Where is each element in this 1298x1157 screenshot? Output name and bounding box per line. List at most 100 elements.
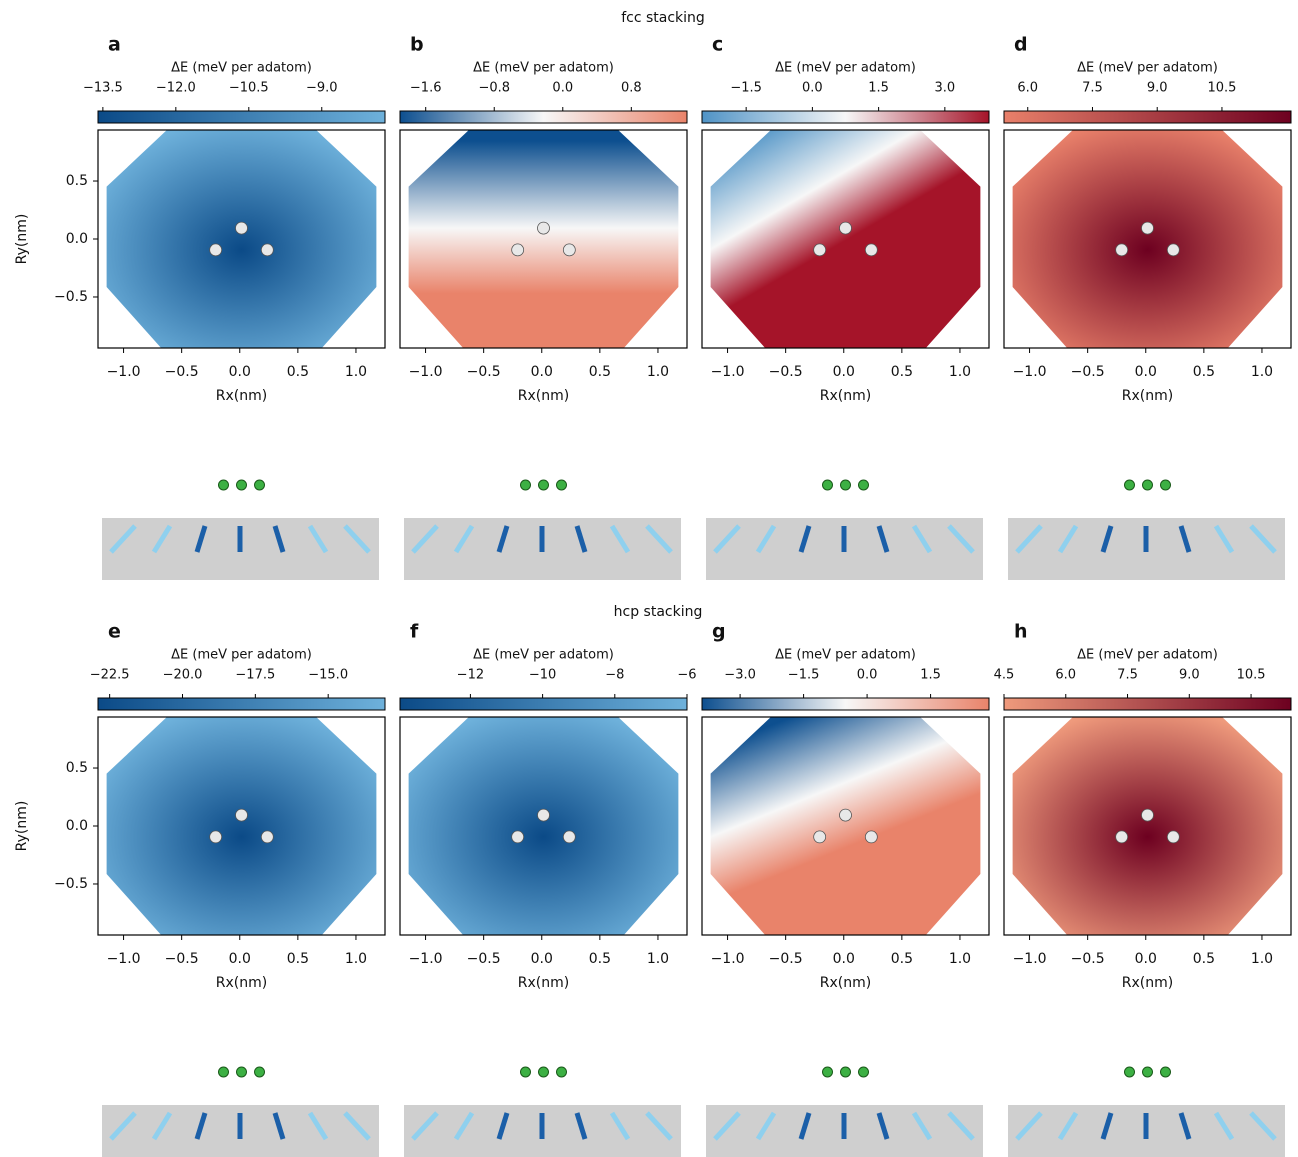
adatom [563,831,575,843]
colorbar-tick-label: −0.8 [478,81,510,96]
colorbar-label: ΔE (meV per adatom) [171,61,312,76]
x-tick-label: 1.0 [345,364,367,380]
colorbar-tick-label: 7.5 [1082,81,1103,96]
x-tick-label: 0.0 [1135,364,1157,380]
adatom [261,831,273,843]
adatom [236,809,248,821]
colorbar-tick-label: −3.0 [724,668,756,683]
x-tick-label: 0.0 [833,951,855,967]
adatom-side [237,1067,247,1077]
adatom [1167,244,1179,256]
colorbar [98,111,385,123]
x-tick-label: 0.5 [891,951,913,967]
colorbar-tick-label: 9.0 [1147,81,1168,96]
y-tick-label: 0.5 [66,173,88,189]
heatmap-area [711,717,981,935]
adatom [1167,831,1179,843]
x-axis-label: Rx(nm) [820,975,871,991]
colorbar-tick-label: 0.0 [552,81,573,96]
adatom-side [219,1067,229,1077]
adatom [1116,831,1128,843]
adatom-side [557,1067,567,1077]
adatom [538,809,550,821]
colorbar-tick-label: −12.0 [156,81,196,96]
colorbar-tick-label: 1.5 [868,81,889,96]
adatom-side [539,480,549,490]
heatmap-area [409,130,679,348]
x-tick-label: −0.5 [467,364,501,380]
adatom-side [237,480,247,490]
adatom [814,831,826,843]
colorbar-tick-label: −13.5 [83,81,123,96]
colorbar-tick-label: −8 [605,668,624,683]
x-axis-label: Rx(nm) [1122,975,1173,991]
adatom-side [1161,1067,1171,1077]
adatom-side [1125,480,1135,490]
x-axis-label: Rx(nm) [518,975,569,991]
x-tick-label: 1.0 [949,951,971,967]
x-tick-label: 1.0 [647,951,669,967]
colorbar-tick-label: 6.0 [1055,668,1076,683]
colorbar [98,698,385,710]
panel-label: e [108,621,121,643]
y-tick-label: −0.5 [54,289,88,305]
heatmap-area [409,717,679,935]
colorbar-tick-label: 4.5 [994,668,1015,683]
y-tick-label: −0.5 [54,876,88,892]
x-tick-label: −1.0 [107,951,141,967]
colorbar-tick-label: 10.5 [1207,81,1236,96]
adatom [814,244,826,256]
y-tick-label: 0.0 [66,818,88,834]
x-tick-label: −1.0 [409,951,443,967]
x-tick-label: −0.5 [1071,951,1105,967]
x-tick-label: 0.0 [1135,951,1157,967]
panel-label: b [410,34,424,56]
page: fcc stacking hcp stacking aΔE (meV per a… [0,0,1298,1157]
x-tick-label: −0.5 [1071,364,1105,380]
adatom-side [539,1067,549,1077]
adatom-side [859,1067,869,1077]
colorbar-tick-label: 0.0 [802,81,823,96]
x-tick-label: −0.5 [165,951,199,967]
x-tick-label: 0.5 [1193,951,1215,967]
x-tick-label: −0.5 [769,364,803,380]
colorbar-tick-label: −6 [677,668,696,683]
adatom [261,244,273,256]
x-tick-label: 0.5 [287,364,309,380]
adatom-side [841,480,851,490]
x-tick-label: 1.0 [949,364,971,380]
colorbar-tick-label: −12 [457,668,484,683]
colorbar-tick-label: 3.0 [935,81,956,96]
adatom-side [1143,480,1153,490]
x-tick-label: 0.0 [531,951,553,967]
y-axis-label: Ry(nm) [14,801,30,852]
panel-label: f [410,621,419,643]
adatom [865,831,877,843]
adatom [538,222,550,234]
x-tick-label: −1.0 [1013,364,1047,380]
colorbar-label: ΔE (meV per adatom) [775,648,916,663]
colorbar [400,698,687,710]
x-tick-label: 0.0 [833,364,855,380]
adatom-side [521,480,531,490]
colorbar-tick-label: −9.0 [306,81,338,96]
heatmap-area [107,130,377,348]
colorbar-tick-label: 0.8 [621,81,642,96]
x-axis-label: Rx(nm) [518,388,569,404]
x-tick-label: 1.0 [1251,364,1273,380]
colorbar [702,111,989,123]
x-tick-label: −1.0 [107,364,141,380]
colorbar-tick-label: 0.0 [857,668,878,683]
x-tick-label: 0.5 [1193,364,1215,380]
colorbar-tick-label: −1.5 [730,81,762,96]
x-tick-label: −0.5 [467,951,501,967]
colorbar-tick-label: −17.5 [235,668,275,683]
x-tick-label: 0.0 [531,364,553,380]
colorbar-tick-label: 1.5 [920,668,941,683]
x-tick-label: 0.0 [229,364,251,380]
x-axis-label: Rx(nm) [216,975,267,991]
colorbar-tick-label: −10 [529,668,556,683]
colorbar-label: ΔE (meV per adatom) [1077,648,1218,663]
adatom [236,222,248,234]
adatom-side [219,480,229,490]
